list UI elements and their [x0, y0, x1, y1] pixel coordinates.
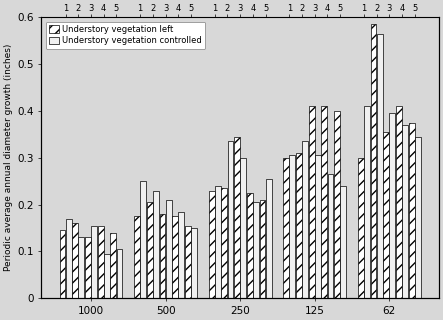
Bar: [340, 186, 346, 298]
Y-axis label: Periodic average annual diameter growth (inches): Periodic average annual diameter growth …: [4, 44, 13, 271]
Bar: [289, 156, 295, 298]
Bar: [179, 212, 184, 298]
Bar: [266, 179, 272, 298]
Bar: [228, 141, 233, 298]
Bar: [322, 106, 327, 298]
Legend: Understory vegetation left, Understory vegetation controlled: Understory vegetation left, Understory v…: [46, 21, 206, 49]
Bar: [104, 254, 110, 298]
Bar: [209, 190, 214, 298]
Bar: [377, 34, 383, 298]
Bar: [78, 237, 84, 298]
Bar: [315, 156, 321, 298]
Bar: [370, 24, 377, 298]
Bar: [302, 141, 308, 298]
Bar: [59, 230, 66, 298]
Bar: [296, 153, 302, 298]
Bar: [110, 233, 116, 298]
Bar: [328, 174, 334, 298]
Bar: [389, 113, 395, 298]
Bar: [185, 226, 191, 298]
Bar: [222, 188, 227, 298]
Bar: [66, 219, 71, 298]
Bar: [91, 226, 97, 298]
Bar: [415, 137, 421, 298]
Bar: [402, 125, 408, 298]
Bar: [241, 158, 246, 298]
Bar: [117, 249, 122, 298]
Bar: [234, 137, 240, 298]
Bar: [172, 216, 178, 298]
Bar: [140, 181, 146, 298]
Bar: [166, 200, 171, 298]
Bar: [253, 202, 259, 298]
Bar: [409, 123, 415, 298]
Bar: [358, 158, 364, 298]
Bar: [396, 106, 402, 298]
Bar: [383, 132, 389, 298]
Bar: [283, 158, 289, 298]
Bar: [364, 106, 370, 298]
Bar: [85, 237, 91, 298]
Bar: [147, 202, 153, 298]
Bar: [159, 214, 165, 298]
Bar: [72, 223, 78, 298]
Bar: [215, 186, 221, 298]
Bar: [247, 193, 253, 298]
Bar: [260, 200, 265, 298]
Bar: [191, 228, 197, 298]
Bar: [334, 111, 340, 298]
Bar: [98, 226, 104, 298]
Bar: [309, 106, 315, 298]
Bar: [153, 190, 159, 298]
Bar: [134, 216, 140, 298]
